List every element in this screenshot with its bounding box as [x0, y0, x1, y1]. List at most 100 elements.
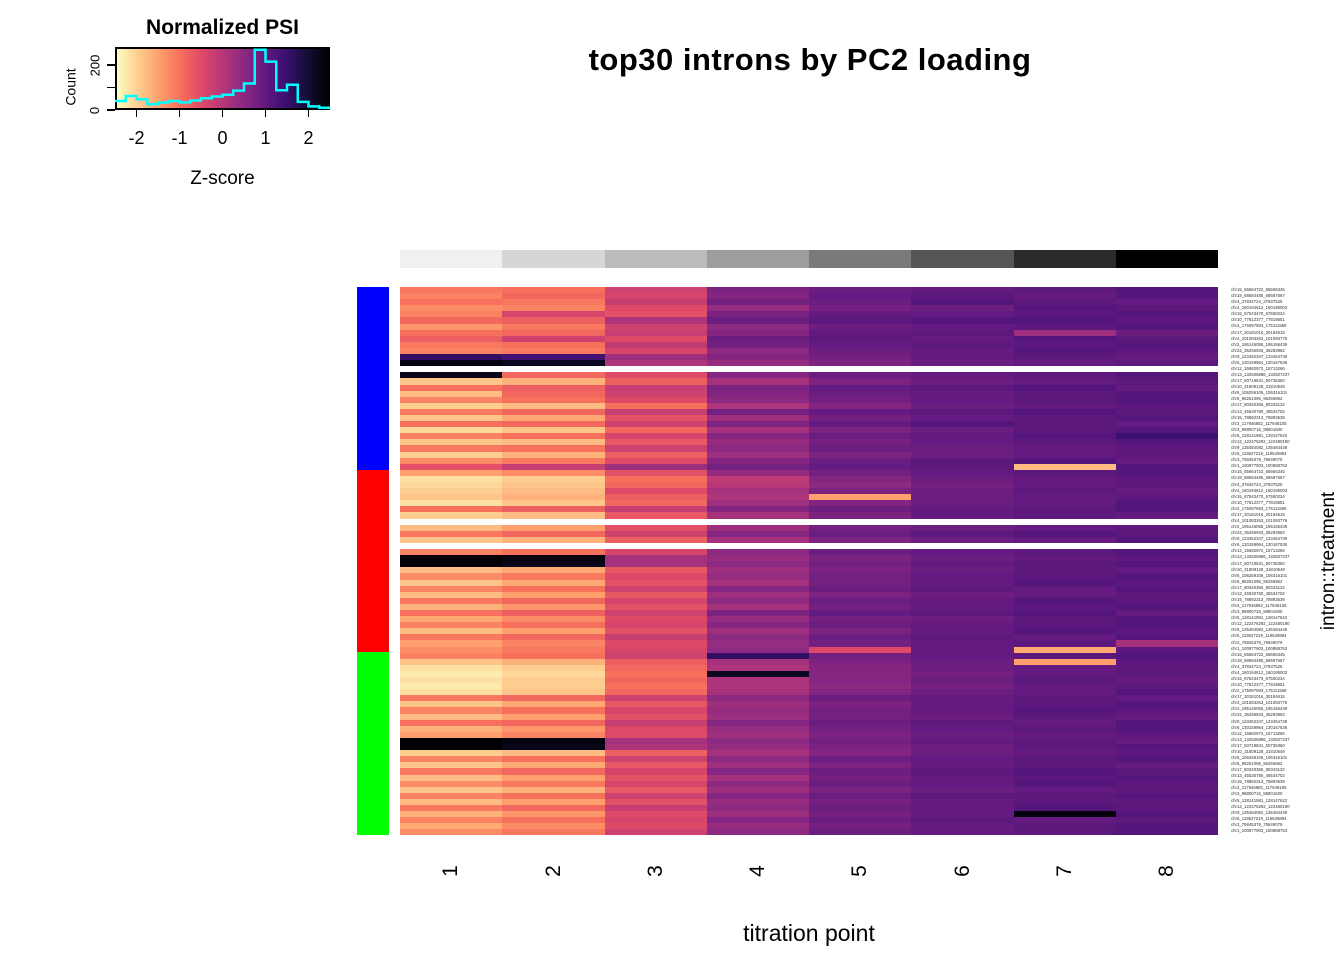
- heatmap-cell: [604, 817, 707, 824]
- heatmap-cell: [502, 451, 605, 458]
- row-label: chr6_106259106_106316101: [1231, 755, 1288, 761]
- heatmap-grid: [400, 287, 1218, 836]
- heatmap-cell: [809, 646, 912, 653]
- heatmap-cell: [1013, 542, 1116, 550]
- heatmap-cell: [1013, 317, 1116, 324]
- heatmap-cell: [604, 780, 707, 787]
- heatmap-cell: [911, 744, 1014, 751]
- row-label: chr9_123452347_123454739: [1231, 718, 1288, 724]
- heatmap-cell: [1115, 463, 1218, 470]
- heatmap-cell: [400, 549, 503, 556]
- heatmap-cell: [604, 287, 707, 294]
- heatmap-cell: [809, 366, 912, 373]
- heatmap-cell: [809, 354, 912, 361]
- heatmap-cell: [400, 713, 503, 720]
- heatmap-cell: [706, 457, 809, 464]
- heatmap-cell: [911, 549, 1014, 556]
- heatmap-cell: [706, 701, 809, 708]
- row-label: chr17_50719831_50736360: [1231, 378, 1285, 384]
- heatmap-cell: [911, 585, 1014, 592]
- heatmap-cell: [706, 677, 809, 684]
- heatmap-cell: [400, 506, 503, 513]
- heatmap-cell: [604, 798, 707, 805]
- heatmap-cell: [809, 555, 912, 562]
- heatmap-cell: [400, 402, 503, 409]
- heatmap-cell: [809, 488, 912, 495]
- row-label: chr3_98800716_98801600: [1231, 791, 1283, 797]
- heatmap-cell: [809, 524, 912, 531]
- heatmap-cell: [1115, 756, 1218, 763]
- heatmap-cell: [1013, 707, 1116, 714]
- heatmap-cell: [809, 542, 912, 550]
- heatmap-row: [400, 475, 1218, 482]
- heatmap-cell: [1013, 347, 1116, 355]
- heatmap-cell: [502, 689, 605, 696]
- heatmap-cell: [706, 354, 809, 361]
- heatmap-cell: [604, 524, 707, 531]
- heatmap-cell: [604, 427, 707, 434]
- heatmap-row: [400, 445, 1218, 452]
- heatmap-cell: [400, 677, 503, 684]
- heatmap-cell: [911, 293, 1014, 300]
- heatmap-cell: [400, 829, 503, 836]
- heatmap-cell: [1115, 482, 1218, 489]
- heatmap-cell: [809, 786, 912, 793]
- heatmap-cell: [400, 494, 503, 501]
- color-key-x-tick: [264, 110, 267, 117]
- heatmap-cell: [809, 707, 912, 714]
- heatmap-cell: [1115, 677, 1218, 684]
- heatmap-cell: [502, 585, 605, 592]
- heatmap-cell: [1115, 293, 1218, 300]
- heatmap-cell: [604, 829, 707, 836]
- heatmap-row: [400, 396, 1218, 403]
- heatmap-cell: [502, 737, 605, 745]
- row-label: chr13_132505886_132507237: [1231, 372, 1290, 378]
- heatmap-cell: [604, 670, 707, 677]
- heatmap-cell: [706, 774, 809, 781]
- heatmap-cell: [1013, 414, 1116, 422]
- x-axis-label: titration point: [743, 920, 875, 946]
- heatmap-row: [400, 360, 1218, 367]
- heatmap-cell: [400, 396, 503, 403]
- heatmap-cell: [1115, 609, 1218, 617]
- heatmap-cell: [1013, 341, 1116, 348]
- heatmap-cell: [706, 421, 809, 428]
- heatmap-cell: [706, 384, 809, 391]
- heatmap-cell: [809, 372, 912, 379]
- row-label: chr2_195146055_195156439: [1231, 706, 1288, 712]
- heatmap-row: [400, 427, 1218, 434]
- heatmap-cell: [400, 451, 503, 458]
- row-label: chr15_67543470_67550234: [1231, 676, 1285, 681]
- heatmap-cell: [1115, 744, 1218, 751]
- heatmap-cell: [502, 341, 605, 348]
- heatmap-cell: [1115, 408, 1218, 415]
- heatmap-cell: [604, 616, 707, 623]
- heatmap-cell: [604, 536, 707, 543]
- heatmap-cell: [502, 414, 605, 422]
- heatmap-cell: [1115, 585, 1218, 592]
- heatmap-cell: [1115, 695, 1218, 702]
- heatmap-row: [400, 482, 1218, 489]
- row-label: chr3_98800716_98801600: [1231, 426, 1283, 432]
- heatmap-cell: [706, 451, 809, 458]
- heatmap-cell: [400, 786, 503, 793]
- heatmap-cell: [911, 506, 1014, 513]
- heatmap-cell: [706, 670, 809, 677]
- heatmap-cell: [1115, 378, 1218, 385]
- color-key-x-tick-label: 1: [260, 128, 271, 148]
- heatmap-cell: [809, 744, 912, 751]
- heatmap-cell: [400, 585, 503, 592]
- heatmap-cell: [911, 445, 1014, 452]
- heatmap-cell: [809, 299, 912, 306]
- heatmap-cell: [400, 609, 503, 617]
- heatmap-cell: [1013, 287, 1116, 294]
- heatmap-cell: [1115, 390, 1218, 397]
- heatmap-cell: [604, 744, 707, 751]
- heatmap-cell: [502, 555, 605, 562]
- heatmap-cell: [809, 427, 912, 434]
- heatmap-cell: [604, 707, 707, 714]
- heatmap-row: [400, 823, 1218, 830]
- heatmap-cell: [400, 530, 503, 537]
- heatmap-cell: [706, 439, 809, 446]
- heatmap-cell: [604, 335, 707, 342]
